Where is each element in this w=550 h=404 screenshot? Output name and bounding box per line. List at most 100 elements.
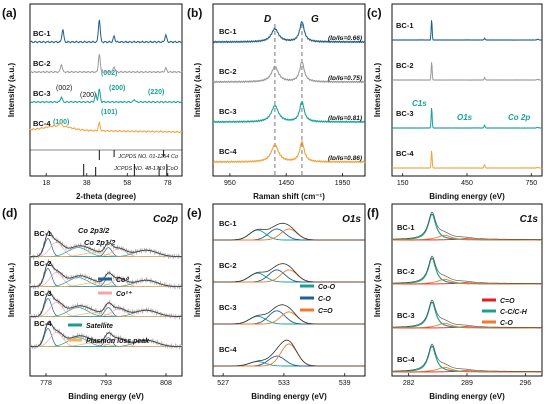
panel-b-series-BC-1 <box>213 20 366 44</box>
panel-b-frame <box>212 3 366 177</box>
panel-e-xtick-label-0: 527 <box>217 380 229 387</box>
panel-f-ylabel: Intensity (a.u.) <box>373 263 382 318</box>
panel-b-series-BC-2 <box>212 61 366 84</box>
panel-d-series-label-BC-4: BC-4 <box>34 319 52 328</box>
panel-c-frame <box>391 3 543 177</box>
panel-e-BC-2-fit <box>213 263 365 283</box>
panel-c-c1s-label: C1s <box>412 99 427 108</box>
panel-d-series-label-BC-2: BC-2 <box>34 259 52 268</box>
panel-a-xtick-label-3: 78 <box>164 180 172 187</box>
panel-e-BC-1-component-1 <box>213 228 365 241</box>
panel-d-legend-label-2: Satellite <box>86 323 113 330</box>
panel-b-series-BC-3 <box>212 100 366 124</box>
panel-c-xtick-label-1: 450 <box>461 180 473 187</box>
panel-c-series-BC-4 <box>391 150 543 169</box>
panel-a-hkl-101: (101) <box>101 109 117 116</box>
panel-label-e: (e) <box>187 206 202 220</box>
panel-c-series-BC-2 <box>391 62 543 81</box>
panel-f-legend-label-1: C-C/C-H <box>500 309 528 316</box>
panel-d-BC-3-data <box>29 289 183 320</box>
panel-b-ratio-BC-3: (Iᴅ/Iɢ=0.81) <box>328 115 362 122</box>
panel-b-series-label-BC-2: BC-2 <box>219 67 237 76</box>
panel-e-BC-4-fit <box>213 339 365 367</box>
panel-d-title: Co2p <box>153 214 178 225</box>
panel-b-band-d: D <box>264 14 271 25</box>
panel-a-series-label-BC-2: BC-2 <box>33 59 51 68</box>
panel-b-xtick-label-1: 1450 <box>278 180 294 187</box>
panel-e-legend-label-0: Co-O <box>318 284 336 291</box>
panel-label-f: (f) <box>367 206 379 220</box>
panel-f-title: C1s <box>520 214 539 225</box>
panel-e-series-label-BC-2: BC-2 <box>219 261 237 270</box>
panel-a-xtick-label-0: 18 <box>42 180 50 187</box>
panel-e-title: O1s <box>342 214 361 225</box>
panel-label-a: (a) <box>2 6 17 20</box>
panel-d-xlabel: Binding energy (eV) <box>68 392 144 401</box>
panel-e-plot: BC-1 BC-2 BC-3 BC-4 Co-O C-O C=O 527 533 539 <box>213 219 365 387</box>
panel-c-series-label-BC-2: BC-2 <box>396 61 414 70</box>
panel-e-series-label-BC-3: BC-3 <box>219 303 237 312</box>
panel-c-ylabel: Intensity (a.u.) <box>373 63 382 118</box>
panel-c-series-BC-3 <box>391 107 542 129</box>
panel-d-BC-4-component-6 <box>30 342 182 348</box>
panel-a-hkl-002-left: (002) <box>56 85 72 92</box>
panel-b-xtick-label-0: 950 <box>224 180 236 187</box>
panel-e-BC-1-component-2 <box>213 228 365 241</box>
panel-b-band-g: G <box>311 14 319 25</box>
panel-c-o1s-label: O1s <box>457 113 473 122</box>
panel-a-series-label-BC-4: BC-4 <box>33 119 51 128</box>
panel-a-series-BC-3 <box>29 88 183 104</box>
panel-f-series-label-BC-3: BC-3 <box>397 311 415 320</box>
panel-f-plot: BC-1 BC-2 BC-3 BC-4 C=O C-C/C-H C-O 282 289 296 <box>392 211 542 387</box>
panel-a-frame <box>29 3 183 177</box>
panel-a-series-BC-1 <box>30 19 183 44</box>
panel-e-BC-4-component-0 <box>213 361 365 367</box>
panel-b-xtick-label-2: 1950 <box>335 180 351 187</box>
panel-a-reference-ticks <box>83 150 168 176</box>
panel-f-BC-3-fit <box>392 299 542 328</box>
panel-b-series-label-BC-3: BC-3 <box>219 107 237 116</box>
panel-d-BC-3-fit <box>30 291 182 318</box>
panel-d-xtick-label-0: 778 <box>40 380 52 387</box>
panel-a-hkl-002-teal: (002) <box>101 70 117 77</box>
panel-e-BC-3-fit <box>213 304 365 325</box>
panel-a-series-BC-2 <box>29 54 183 74</box>
panel-f-BC-1-component-2 <box>392 234 542 241</box>
panel-e-ylabel: Intensity (a.u.) <box>193 263 202 318</box>
panel-d-BC-2-fit <box>30 261 182 288</box>
panel-e-BC-1-fit <box>213 222 365 241</box>
panel-a-xlabel: 2-theta (degree) <box>76 192 136 201</box>
panel-a-series-label-BC-1: BC-1 <box>33 29 51 38</box>
panel-f-xtick-label-1: 289 <box>461 380 473 387</box>
panel-d-legend-label-0: Co⁰ <box>116 276 129 284</box>
panel-a-xtick-label-2: 58 <box>123 180 131 187</box>
panel-f-BC-4-component-2 <box>392 366 542 373</box>
panel-c-co2p-label: Co 2p <box>508 113 530 122</box>
panel-b-ratio-BC-1: (Iᴅ/Iɢ=0.66) <box>328 35 362 42</box>
panel-a-series-BC-4 <box>29 121 183 134</box>
panel-d-legend-label-3: Plasmon loss peak <box>86 338 150 345</box>
panel-a-hkl-200-teal: (200) <box>109 85 125 92</box>
panel-d-xtick-label-1: 793 <box>100 380 112 387</box>
panel-b-ratio-BC-4: (Iᴅ/Iɢ=0.86) <box>328 155 362 162</box>
panel-a-ref-coo-label: JCPDS NO. 48-1719 CoO <box>113 166 179 172</box>
panel-e-frame <box>212 203 366 377</box>
panel-c-series-label-BC-3: BC-3 <box>396 109 414 118</box>
panel-d-BC-1-fit <box>30 231 182 258</box>
panel-a-series-label-BC-3: BC-3 <box>33 89 51 98</box>
panel-e-legend-label-2: C=O <box>318 308 333 315</box>
panel-d-BC-4-data <box>29 319 183 350</box>
panel-e-BC-3-component-1 <box>213 310 365 325</box>
panel-d-BC-3-component-6 <box>30 312 182 318</box>
panel-d-xtick-label-2: 808 <box>160 380 172 387</box>
panel-label-b: (b) <box>187 6 202 20</box>
panel-c-series-BC-1 <box>391 20 543 41</box>
panel-f-series-label-BC-4: BC-4 <box>397 355 415 364</box>
panel-c-xtick-label-0: 150 <box>397 180 409 187</box>
panel-c-xlabel: Binding energy (eV) <box>429 192 505 201</box>
panel-d-co2p12-label: Co 2p1/2 <box>84 238 116 247</box>
panel-a-xtick-label-1: 38 <box>83 180 91 187</box>
panel-f-legend-label-2: C-O <box>500 320 513 327</box>
panel-f-xtick-label-2: 296 <box>519 380 531 387</box>
